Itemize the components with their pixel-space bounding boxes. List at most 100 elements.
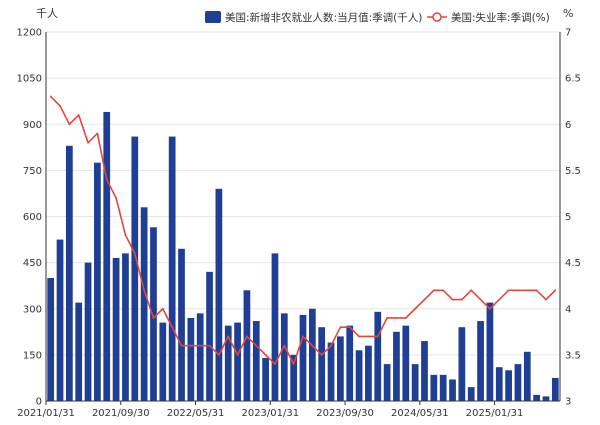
line-point — [470, 289, 473, 292]
line-point — [414, 307, 417, 310]
bar — [84, 262, 92, 401]
bar — [355, 350, 363, 401]
bar — [393, 331, 400, 401]
bar — [75, 302, 83, 401]
bar — [308, 308, 316, 401]
bar — [514, 364, 522, 401]
bar — [486, 302, 494, 401]
bar — [449, 379, 456, 401]
line-point — [432, 289, 435, 292]
right-tick-label: 5 — [565, 212, 571, 223]
legend-label-payrolls: 美国:新增非农就业人数:当月值:季调(千人) — [225, 11, 422, 24]
bar — [383, 364, 391, 401]
bar — [523, 351, 531, 401]
line-point — [535, 289, 538, 292]
bar — [477, 321, 484, 401]
left-tick-label: 900 — [23, 120, 42, 131]
line-point — [554, 289, 557, 292]
line-point — [376, 335, 379, 338]
line-point — [180, 344, 183, 347]
line-point — [161, 307, 164, 310]
bar — [65, 145, 73, 401]
line-point — [330, 344, 332, 347]
line-point — [115, 197, 117, 199]
line-point — [59, 104, 61, 107]
bar — [243, 290, 251, 401]
x-tick-label: 2024/05/31 — [391, 408, 449, 419]
bar — [94, 162, 101, 401]
line-point — [489, 307, 491, 310]
legend-bar-swatch — [205, 11, 221, 23]
line-point — [358, 335, 360, 338]
bar — [365, 345, 372, 401]
bar — [327, 342, 335, 401]
bar — [430, 374, 438, 401]
left-tick-label: 150 — [23, 350, 42, 361]
bar — [467, 387, 475, 401]
bar — [215, 188, 223, 401]
bar-series — [47, 111, 559, 402]
line-point — [507, 289, 510, 292]
bar — [131, 136, 139, 402]
right-axis-unit: % — [563, 7, 573, 20]
line-point — [246, 335, 248, 338]
line-point — [143, 289, 146, 292]
right-tick-label: 5.5 — [565, 166, 581, 177]
line-point — [199, 344, 202, 347]
right-tick-label: 7 — [565, 28, 571, 39]
right-tick-label: 6 — [565, 120, 571, 131]
line-point — [96, 132, 99, 135]
line-point — [49, 95, 52, 98]
x-tick-label: 2023/01/31 — [241, 408, 299, 419]
bar — [533, 394, 541, 401]
right-tick-label: 4.5 — [565, 258, 581, 269]
x-tick-label: 2021/01/31 — [17, 408, 75, 419]
bar — [103, 111, 111, 401]
bar — [458, 327, 466, 401]
bar — [196, 313, 204, 401]
line-series — [49, 95, 557, 365]
bar — [234, 322, 241, 401]
bar — [551, 377, 559, 401]
bar — [206, 271, 213, 401]
line-point — [189, 344, 192, 347]
line-point — [283, 344, 286, 347]
bar — [505, 370, 512, 401]
bar — [224, 325, 232, 401]
bar — [168, 136, 176, 402]
bar — [252, 321, 260, 401]
line-point — [133, 252, 136, 255]
bar — [122, 253, 129, 401]
line-point — [292, 363, 295, 365]
right-tick-label: 4 — [565, 304, 571, 315]
line-point — [227, 335, 230, 338]
x-tick-label: 2025/01/31 — [466, 408, 524, 419]
bar — [178, 248, 185, 401]
bar — [495, 367, 503, 401]
line-point — [339, 326, 342, 329]
bar — [187, 317, 195, 401]
left-tick-label: 750 — [23, 166, 42, 177]
line-point — [460, 298, 463, 301]
bar — [112, 258, 120, 401]
legend[interactable]: 美国:新增非农就业人数:当月值:季调(千人) 美国:失业率:季调(%) — [205, 11, 550, 24]
line-point — [479, 298, 482, 301]
line-point — [367, 335, 370, 338]
line-point — [302, 335, 304, 338]
bar — [140, 207, 148, 401]
bar — [318, 327, 326, 401]
left-tick-label: 0 — [36, 397, 42, 408]
line-point — [451, 298, 454, 301]
x-tick-label: 2021/09/30 — [92, 408, 150, 419]
line-point — [423, 298, 426, 301]
left-axis-unit: 千人 — [36, 7, 58, 20]
line-point — [236, 353, 239, 356]
line-point — [386, 317, 389, 319]
line-point — [545, 298, 547, 301]
line-point — [68, 123, 71, 126]
line-point — [442, 289, 445, 292]
right-tick-label: 3 — [565, 397, 571, 408]
bar — [299, 314, 307, 401]
axes: 0 150 300 450 600 750 900 1050 1200 3 3.5 4 4.5 5 5.5 6… — [17, 28, 581, 420]
